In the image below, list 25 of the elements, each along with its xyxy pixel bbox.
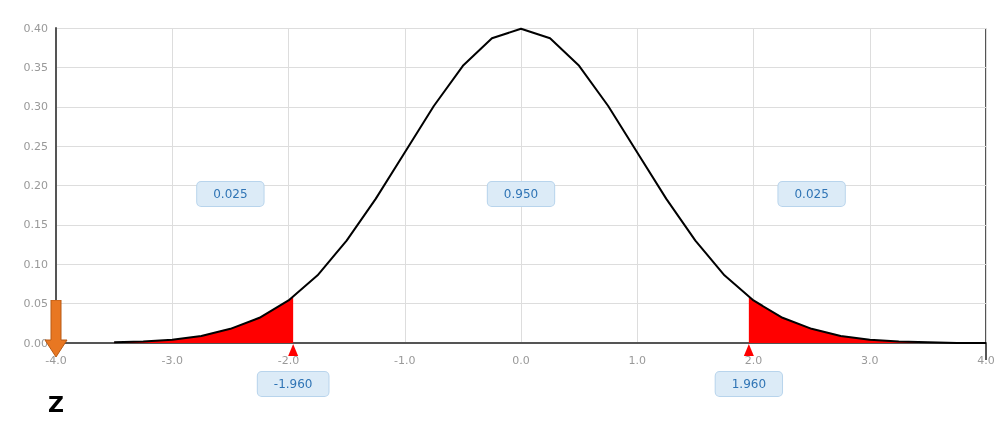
- annotation: 0.025: [794, 187, 829, 201]
- y-tick-label: 0.35: [23, 60, 48, 74]
- x-tick-label: -1.0: [394, 354, 416, 367]
- y-tick-label: 0.15: [23, 218, 48, 232]
- annotation: 0.025: [213, 187, 248, 201]
- y-tick-label: 0.05: [23, 297, 48, 311]
- x-tick-label: 4.0: [977, 354, 995, 367]
- line-series: [113, 27, 987, 344]
- y-tick-label: 0.20: [23, 179, 48, 192]
- x-tick-label: 2.0: [744, 354, 763, 367]
- y-tick-label: 0.40: [23, 21, 48, 35]
- x-tick-label: -3.0: [161, 354, 183, 367]
- annotation: 0.950: [503, 187, 539, 201]
- y-tick-label: 0.00: [23, 336, 48, 350]
- x-tick-label: -4.0: [45, 354, 67, 367]
- y-tick-label: 0.30: [23, 100, 48, 114]
- y-tick-label: 0.25: [23, 139, 48, 153]
- x-tick-label: 1.0: [628, 354, 646, 367]
- annotation: -1.960: [273, 377, 313, 391]
- x-tick-label: 0.0: [512, 354, 530, 367]
- annotation: 1.960: [731, 377, 767, 391]
- x-tick-label: -2.0: [277, 354, 300, 367]
- x-axis-title: Z: [48, 391, 64, 417]
- y-tick-label: 0.10: [23, 257, 48, 271]
- x-tick-label: 3.0: [861, 354, 879, 367]
